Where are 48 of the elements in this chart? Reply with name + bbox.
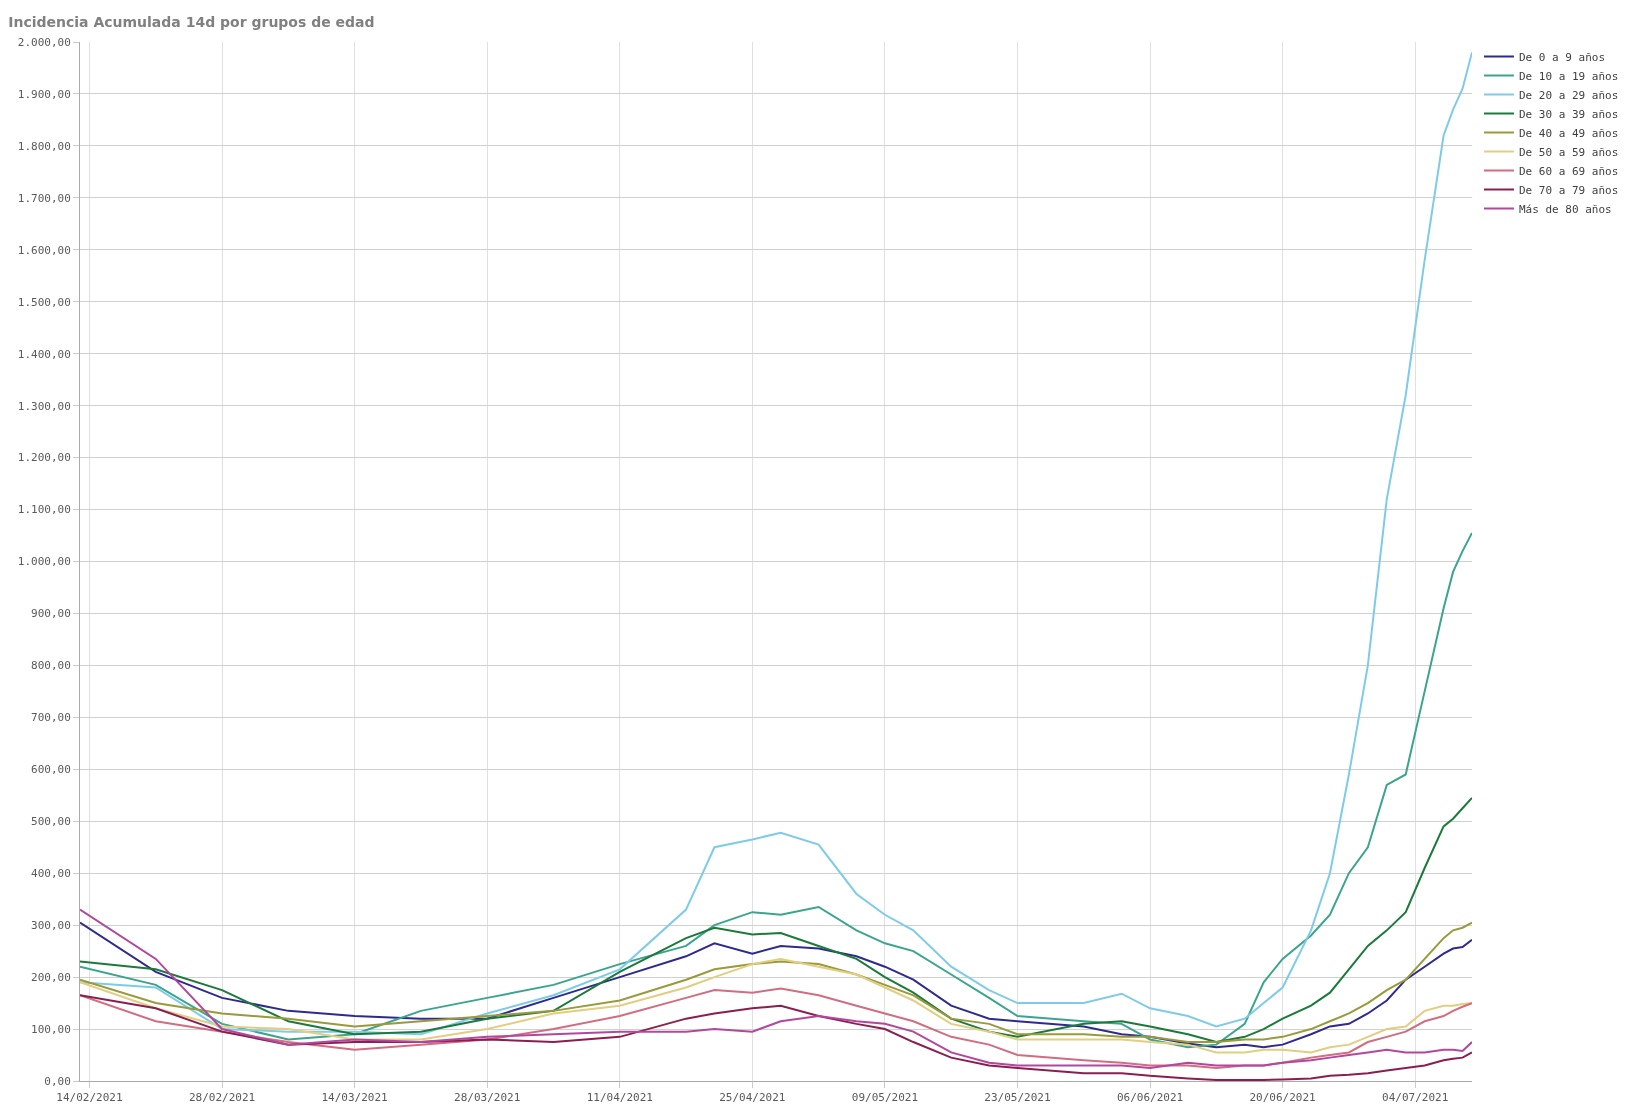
y-tick-label: 1.800,00 [17,139,71,153]
y-tick-label: 800,00 [31,659,71,673]
x-tick-label: 09/05/2021 [851,1091,919,1105]
line-series [80,957,1472,1054]
legend-label: De 40 a 49 años [1518,126,1619,140]
y-tick-label: 600,00 [31,763,71,777]
chart-title: Incidencia Acumulada 14d por grupos de edad [8,13,375,30]
x-tick-label: 23/05/2021 [984,1091,1051,1105]
y-tick-label: 500,00 [31,815,71,829]
line-series [80,531,1472,1049]
y-tick-label: 0,00 [44,1074,71,1088]
y-tick-label: 1.000,00 [17,555,71,569]
legend-label: De 50 a 59 años [1518,145,1619,159]
legend-label: De 60 a 69 años [1518,164,1619,178]
x-tick-label: 14/03/2021 [321,1091,388,1105]
y-tick-label: 1.200,00 [17,451,71,465]
line-series [80,908,1472,1070]
y-tick-label: 1.500,00 [17,295,71,309]
legend-label: De 70 a 79 años [1518,183,1619,197]
legend-label: De 0 a 9 años [1518,50,1606,64]
y-tick-label: 700,00 [31,711,71,725]
x-tick-label: 28/02/2021 [188,1091,256,1105]
y-tick-label: 400,00 [31,867,71,881]
x-tick-label: 06/06/2021 [1116,1091,1184,1105]
legend-label: Más de 80 años [1518,202,1612,216]
y-tick-label: 100,00 [31,1022,71,1036]
y-tick-label: 1.100,00 [17,503,71,517]
x-tick-label: 14/02/2021 [56,1091,123,1105]
line-series [80,796,1472,1044]
legend-label: De 30 a 39 años [1518,107,1619,121]
legend-label: De 20 a 29 años [1518,88,1619,102]
x-tick-label: 25/04/2021 [719,1091,786,1105]
y-tick-label: 1.600,00 [17,243,71,257]
y-tick-label: 1.400,00 [17,347,71,361]
x-tick-label: 11/04/2021 [586,1091,653,1105]
y-tick-label: 1.300,00 [17,399,71,413]
legend-label: De 10 a 19 años [1518,69,1619,83]
line-series [80,51,1472,1036]
y-tick-label: 1.900,00 [17,87,71,101]
y-tick-label: 200,00 [31,970,71,984]
x-tick-label: 20/06/2021 [1249,1091,1316,1105]
y-tick-label: 900,00 [31,607,71,621]
y-tick-label: 1.700,00 [17,191,71,205]
y-tick-label: 2.000,00 [17,35,71,49]
y-tick-label: 300,00 [31,919,71,932]
x-tick-label: 04/07/2021 [1382,1091,1449,1105]
line-series [80,987,1472,1070]
x-tick-label: 28/03/2021 [454,1091,521,1105]
